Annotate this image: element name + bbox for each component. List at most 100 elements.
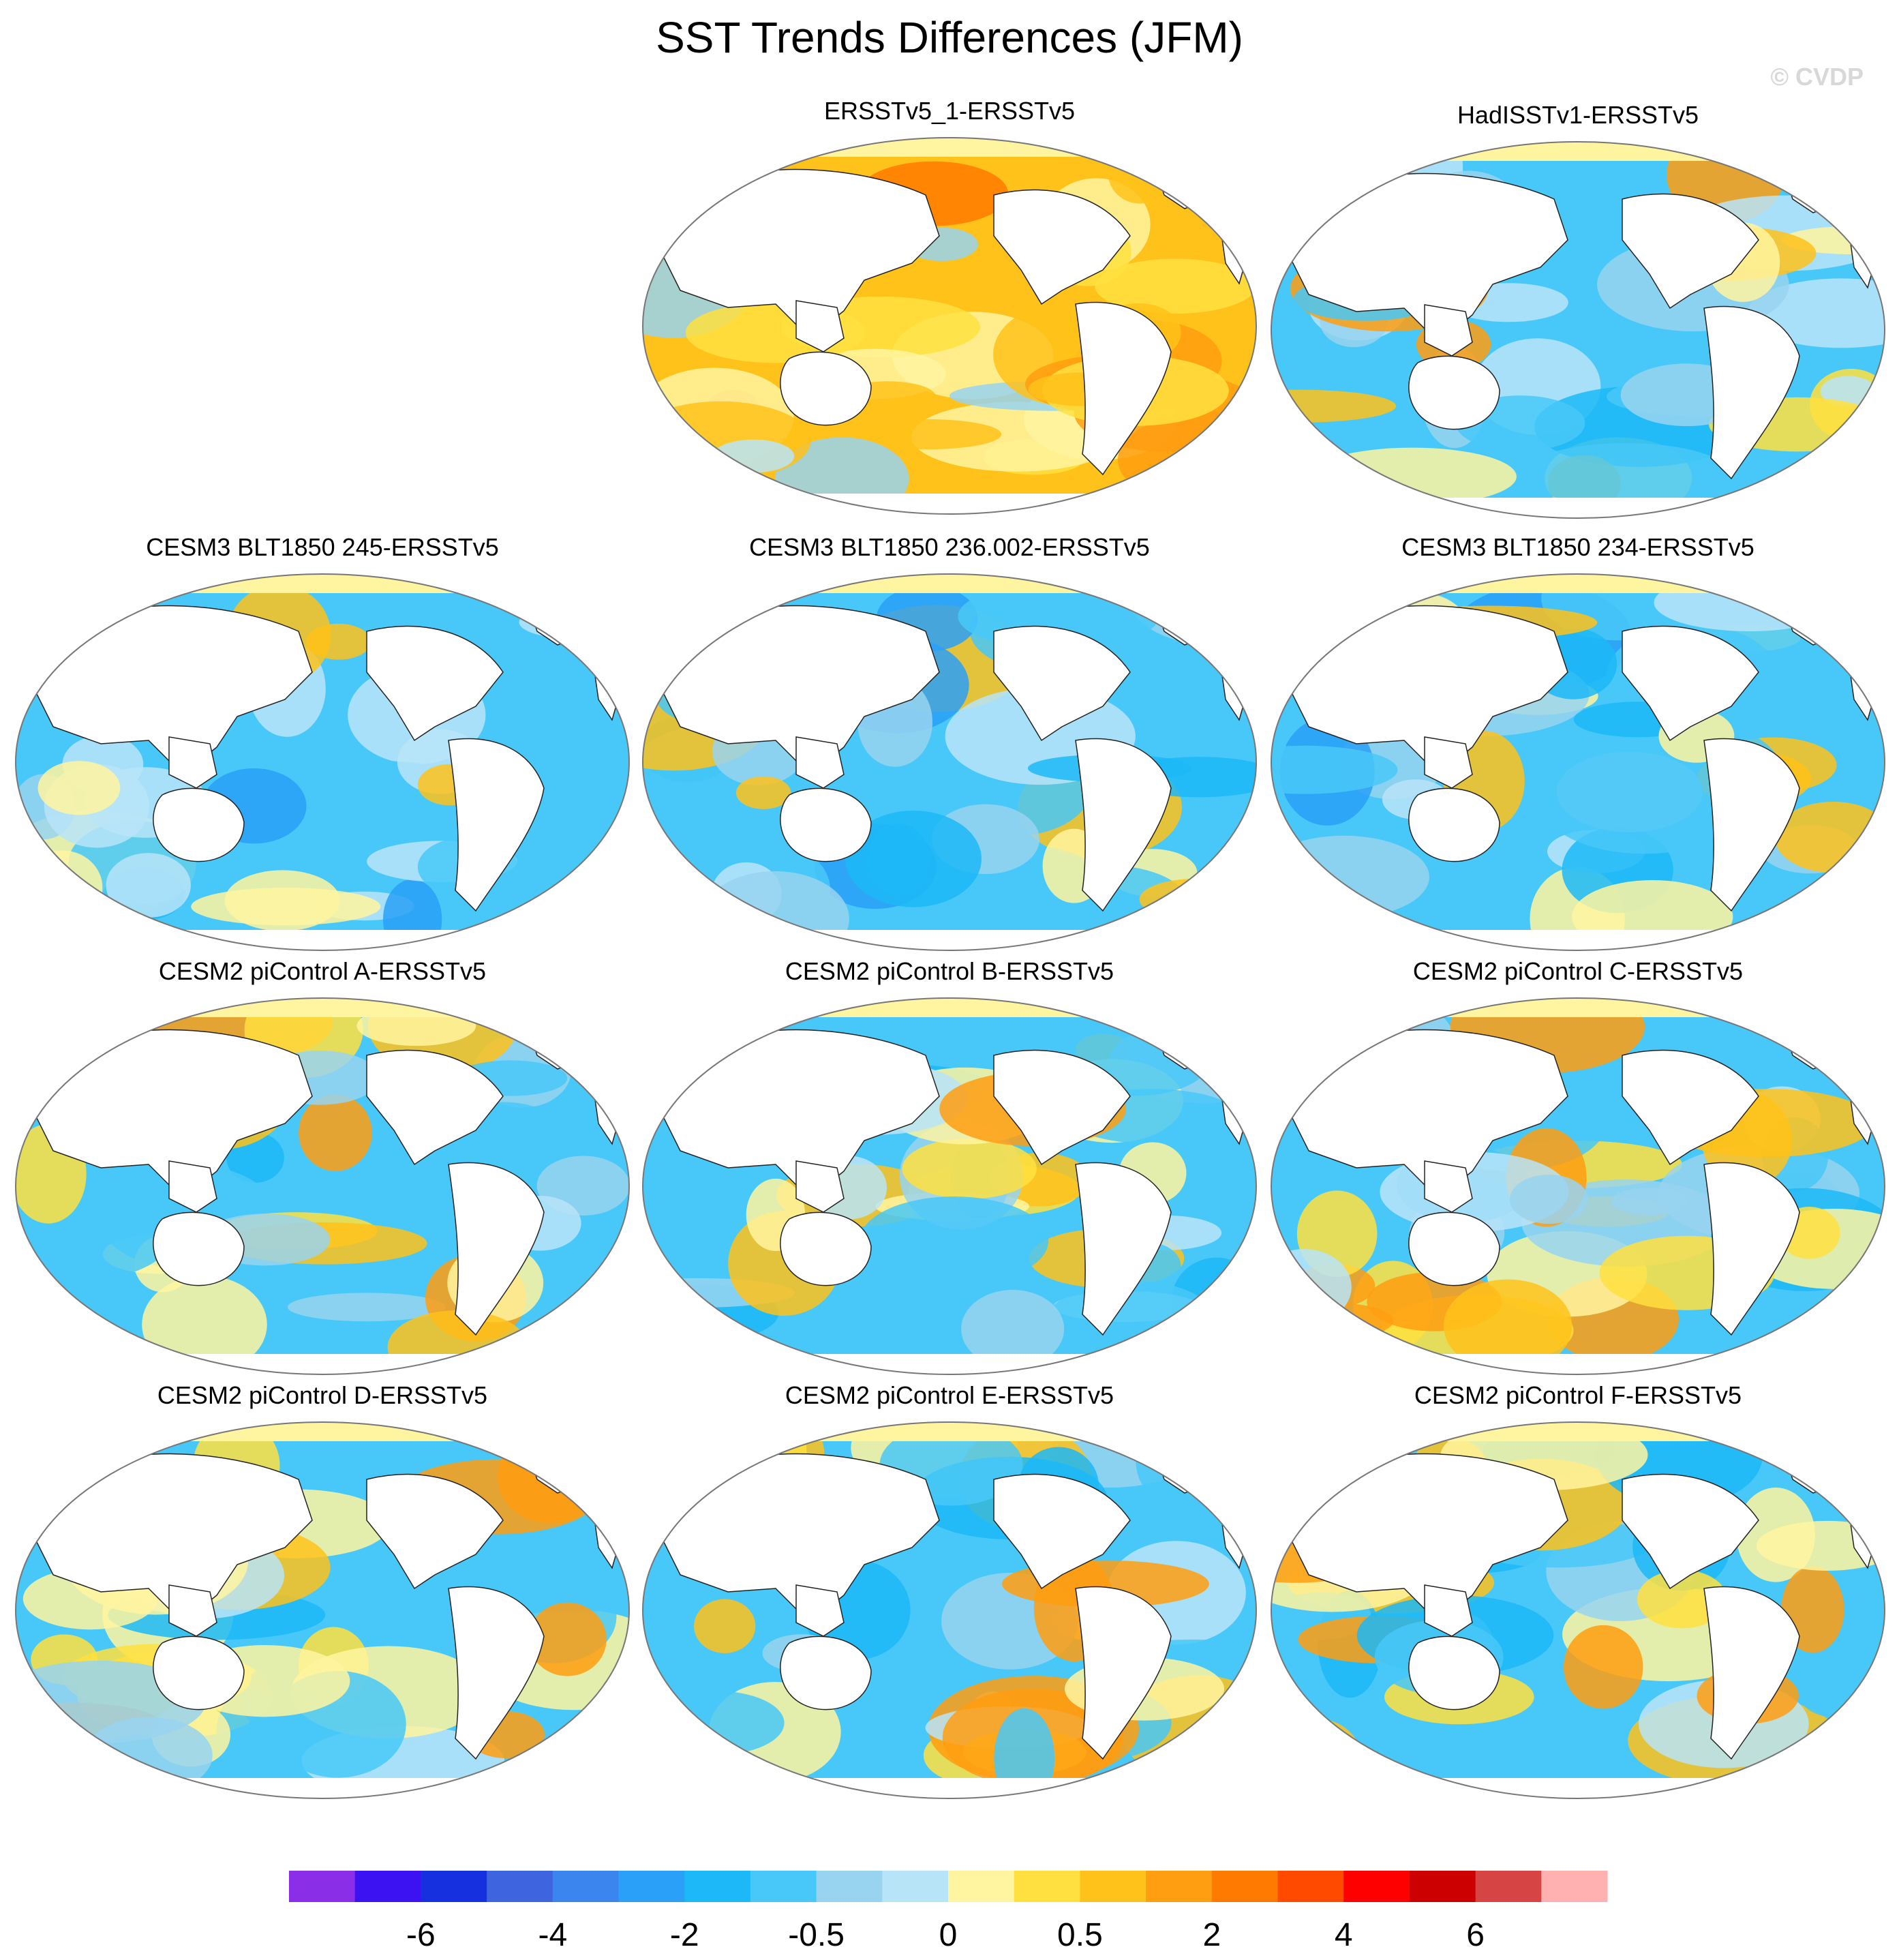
trend-contour bbox=[142, 1276, 267, 1374]
trend-contour bbox=[1308, 447, 1517, 506]
figure-title: SST Trends Differences (JFM) bbox=[656, 13, 1243, 62]
map-panel: CESM2 piControl C-ERSSTv5 bbox=[1268, 957, 1888, 1375]
map-outline bbox=[1271, 573, 1885, 951]
colorbar-swatch bbox=[421, 1871, 487, 1902]
trend-contour bbox=[1136, 1422, 1210, 1504]
trend-contour bbox=[1637, 1569, 1727, 1629]
colorbar-swatch bbox=[1277, 1871, 1344, 1902]
landmass bbox=[795, 736, 845, 789]
antarctica bbox=[1271, 1778, 1885, 1798]
trend-contour bbox=[1611, 1188, 1689, 1216]
trend-contour bbox=[1271, 745, 1398, 794]
landmass bbox=[795, 1160, 845, 1213]
trend-contour bbox=[1654, 574, 1844, 631]
globe-map bbox=[1271, 573, 1885, 951]
map-panel: CESM3 BLT1850 236.002-ERSSTv5 bbox=[639, 533, 1260, 951]
colorbar: -6 -4 -2 -0.5 0 0.5 2 4 6 bbox=[289, 1871, 1608, 1953]
landmass bbox=[153, 1635, 245, 1710]
landmass bbox=[1622, 625, 1759, 742]
landmass bbox=[1424, 1584, 1473, 1637]
landmass bbox=[1622, 193, 1759, 310]
trend-contour bbox=[1539, 747, 1749, 854]
antarctica bbox=[16, 1778, 629, 1798]
map-panel: CESM2 piControl E-ERSSTv5 bbox=[639, 1381, 1260, 1799]
landmass bbox=[448, 738, 545, 912]
landmass bbox=[448, 1586, 545, 1760]
trend-contour bbox=[37, 761, 121, 815]
panel-title: CESM3 BLT1850 245-ERSSTv5 bbox=[146, 533, 499, 561]
colorbar-swatch bbox=[487, 1871, 553, 1902]
colorbar-swatch bbox=[552, 1871, 619, 1902]
colorbar-tick-label: -2 bbox=[670, 1917, 699, 1953]
antarctica bbox=[16, 930, 629, 950]
trend-contour bbox=[1509, 1175, 1588, 1224]
map-outline bbox=[642, 573, 1257, 951]
landmass bbox=[153, 787, 245, 862]
trend-contour bbox=[1108, 142, 1173, 204]
globe-map bbox=[642, 1421, 1257, 1799]
trend-contour bbox=[735, 776, 791, 809]
map-panel: ERSSTv5_1-ERSSTv5 bbox=[639, 97, 1260, 515]
trend-contour bbox=[22, 998, 122, 1061]
globe-map bbox=[642, 997, 1257, 1375]
globe-map bbox=[15, 1421, 630, 1799]
map-panel: CESM2 piControl B-ERSSTv5 bbox=[639, 957, 1260, 1375]
landmass bbox=[780, 787, 872, 862]
landmass bbox=[780, 1635, 872, 1710]
antarctica bbox=[643, 1354, 1256, 1374]
map-panel: HadISSTv1-ERSSTv5 bbox=[1268, 101, 1888, 519]
landmass bbox=[1424, 1160, 1473, 1213]
trend-contour bbox=[845, 811, 982, 907]
landmass bbox=[1622, 1473, 1759, 1590]
trend-contour bbox=[498, 1578, 629, 1612]
trend-contour bbox=[528, 1602, 607, 1676]
antarctica bbox=[643, 930, 1256, 950]
trend-contour bbox=[224, 870, 340, 931]
landmass bbox=[366, 625, 504, 742]
landmass bbox=[993, 189, 1131, 305]
panel-title: CESM2 piControl F-ERSSTv5 bbox=[1414, 1381, 1742, 1409]
panel-title: CESM2 piControl B-ERSSTv5 bbox=[785, 957, 1114, 985]
trend-contour bbox=[1152, 594, 1256, 664]
colorbar-swatch bbox=[354, 1871, 421, 1902]
landmass bbox=[1424, 736, 1473, 789]
trend-contour bbox=[694, 1599, 756, 1653]
landmass bbox=[366, 1473, 504, 1590]
trend-contour bbox=[1168, 574, 1256, 650]
colorbar-swatch bbox=[1014, 1871, 1080, 1902]
trend-contour bbox=[961, 1290, 1065, 1368]
trend-contour bbox=[712, 439, 795, 473]
landmass bbox=[1703, 1586, 1800, 1760]
colorbar-swatch bbox=[948, 1871, 1015, 1902]
landmass bbox=[1408, 355, 1500, 430]
colorbar-swatch bbox=[1343, 1871, 1410, 1902]
colorbar-swatch bbox=[289, 1871, 356, 1902]
map-outline bbox=[1271, 141, 1885, 519]
landmass bbox=[168, 1160, 217, 1213]
watermark: © CVDP bbox=[1770, 63, 1864, 91]
trend-contour bbox=[1563, 1625, 1643, 1709]
antarctica bbox=[643, 1778, 1256, 1798]
colorbar-swatch bbox=[1541, 1871, 1608, 1902]
map-panel: CESM2 piControl A-ERSSTv5 bbox=[12, 957, 633, 1375]
globe-map bbox=[1271, 1421, 1885, 1799]
map-panel: CESM2 piControl D-ERSSTv5 bbox=[12, 1381, 633, 1799]
trend-contour bbox=[646, 1691, 785, 1755]
trend-contour bbox=[1820, 376, 1876, 407]
globe-map bbox=[15, 573, 630, 951]
antarctica bbox=[643, 494, 1256, 514]
colorbar-tick-label: -0.5 bbox=[788, 1917, 845, 1953]
colorbar-tick-label: 2 bbox=[1202, 1917, 1221, 1953]
landmass bbox=[1075, 301, 1172, 476]
landmass bbox=[1075, 1586, 1172, 1760]
trend-contour bbox=[1095, 258, 1256, 314]
panel-title: CESM3 BLT1850 236.002-ERSSTv5 bbox=[749, 533, 1150, 561]
colorbar-swatch bbox=[1146, 1871, 1213, 1902]
trend-contour bbox=[517, 1010, 629, 1047]
landmass bbox=[1408, 1635, 1500, 1710]
map-outline bbox=[642, 1421, 1257, 1799]
trend-contour bbox=[852, 419, 1002, 450]
panel-title: CESM2 piControl C-ERSSTv5 bbox=[1412, 957, 1744, 985]
landmass bbox=[993, 625, 1131, 742]
trend-contour bbox=[1521, 442, 1731, 506]
